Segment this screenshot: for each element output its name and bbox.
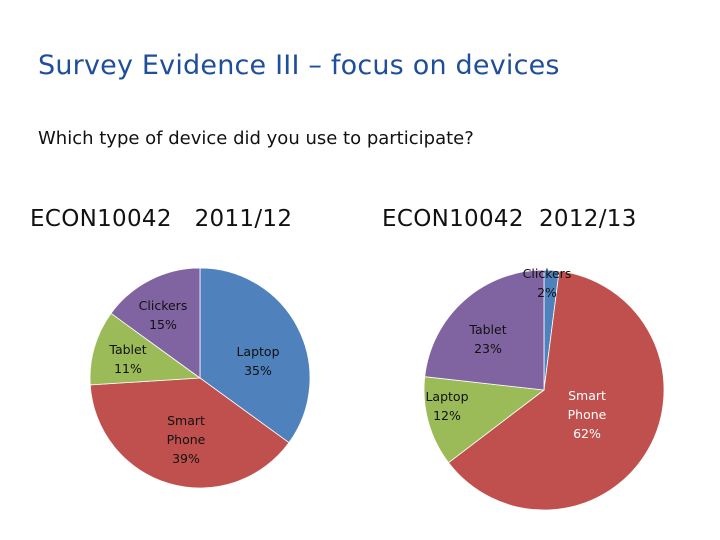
svg-text:Clickers: Clickers <box>139 298 188 313</box>
pie-2011-label-tablet: Tablet 11% <box>108 342 146 376</box>
pie-2011-slice-laptop <box>199 267 311 444</box>
svg-text:35%: 35% <box>244 363 272 378</box>
pie-2012-slice-tablet <box>424 269 545 391</box>
svg-text:Smart: Smart <box>167 413 205 428</box>
svg-text:Laptop: Laptop <box>425 389 468 404</box>
svg-text:12%: 12% <box>433 408 461 423</box>
pie-2012-slice-laptop <box>423 376 546 464</box>
svg-text:23%: 23% <box>474 341 502 356</box>
svg-text:11%: 11% <box>114 361 142 376</box>
svg-text:62%: 62% <box>573 426 601 441</box>
pie-2011-label-smart-phone: Smart Phone 39% <box>167 413 206 466</box>
svg-text:Clickers: Clickers <box>523 266 572 281</box>
svg-text:39%: 39% <box>172 451 200 466</box>
svg-text:Smart: Smart <box>568 388 606 403</box>
svg-text:Phone: Phone <box>167 432 206 447</box>
svg-text:Tablet: Tablet <box>468 322 506 337</box>
svg-text:2%: 2% <box>537 285 557 300</box>
pie-2012-slice-smart-phone <box>447 270 665 511</box>
pie-2012-label-tablet: Tablet 23% <box>468 322 506 356</box>
pie-2011-label-laptop: Laptop 35% <box>236 344 279 378</box>
pie-2011-slice-tablet <box>89 312 202 386</box>
svg-text:Laptop: Laptop <box>236 344 279 359</box>
svg-text:Tablet: Tablet <box>108 342 146 357</box>
pie-2011-slice-smart-phone <box>89 377 290 489</box>
svg-text:Phone: Phone <box>568 407 607 422</box>
pie-chart-title-2011: ECON10042 2011/12 <box>30 206 293 232</box>
pie-chart-title-2012: ECON10042 2012/13 <box>382 206 637 232</box>
pie-2012-label-clickers: Clickers 2% <box>523 266 572 300</box>
slide-title: Survey Evidence III – focus on devices <box>38 50 560 81</box>
pie-2011-label-clickers: Clickers 15% <box>139 298 188 332</box>
pie-2012-label-laptop: Laptop 12% <box>425 389 468 423</box>
survey-question: Which type of device did you use to part… <box>38 128 474 149</box>
pie-2012-label-smart-phone: Smart Phone 62% <box>568 388 607 441</box>
pie-2011-slice-clickers <box>110 267 201 379</box>
svg-text:15%: 15% <box>149 317 177 332</box>
